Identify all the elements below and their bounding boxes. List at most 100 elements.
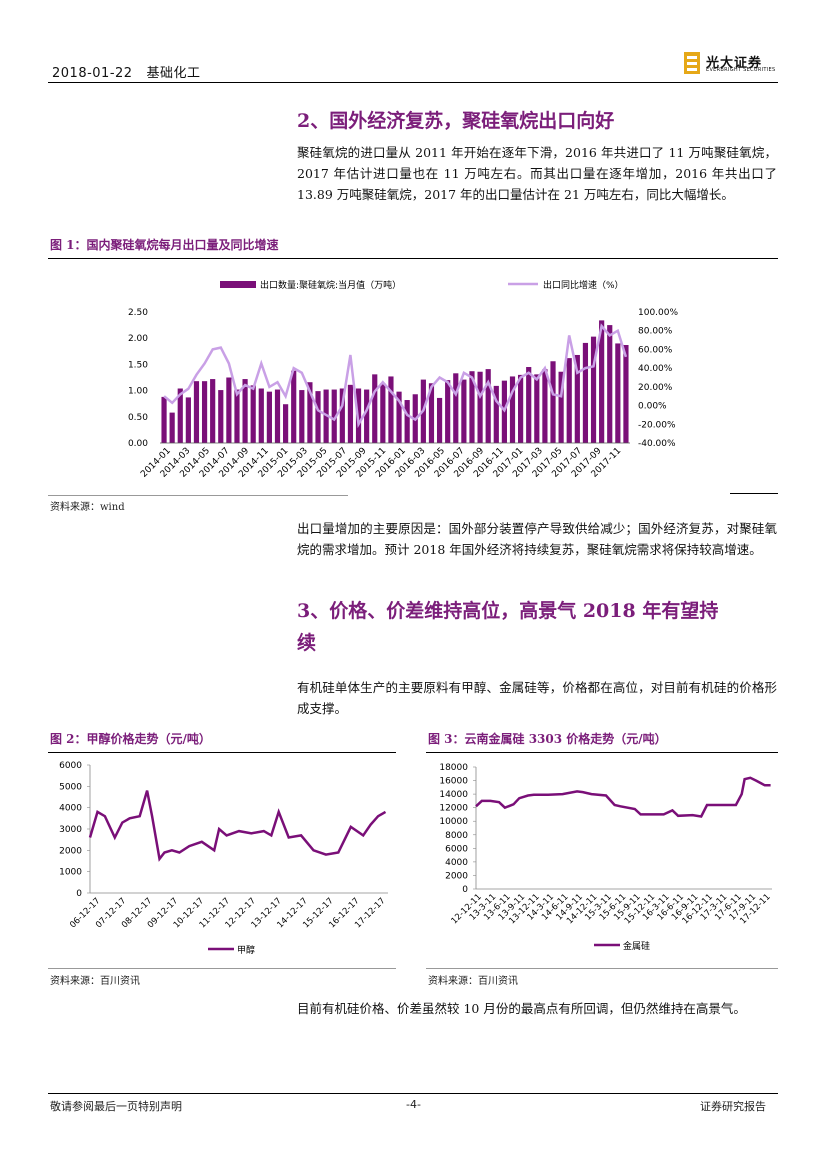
bar-export-volume: [185, 397, 191, 443]
fig1-bottom-rule: [730, 493, 778, 494]
y-axis-tick-label: 4000: [59, 804, 82, 814]
right-axis-tick-label: 80.00%: [638, 327, 673, 337]
bar-export-volume: [234, 389, 240, 443]
right-axis-tick-label: 40.00%: [638, 364, 673, 374]
bar-export-volume: [428, 383, 435, 443]
bar-export-volume: [315, 391, 321, 443]
bar-export-volume: [274, 389, 281, 443]
fig2-top-rule: [48, 752, 396, 753]
bar-export-volume: [250, 385, 256, 443]
footer-divider: [48, 1093, 778, 1094]
price-line: [475, 776, 771, 818]
y-axis-tick-label: 16000: [439, 777, 468, 787]
y-axis-tick-label: 6000: [445, 844, 468, 854]
bar-export-volume: [461, 379, 467, 443]
fig3-bottom-rule: [426, 968, 778, 969]
fig2-source: 资料来源：百川资讯: [50, 976, 140, 987]
logo-text-en: EVERBRIGHT SECURITIES: [706, 67, 776, 73]
bar-export-volume: [445, 380, 451, 443]
fig2-chart: 010002000300040005000600006-12-1707-12-1…: [59, 761, 388, 956]
right-axis-tick-label: 100.00%: [638, 308, 678, 318]
section3-paragraph: 有机硅单体生产的主要原料有甲醇、金属硅等，价格都在高位，对目前有机硅的价格形成支…: [297, 680, 777, 716]
bar-export-volume: [193, 381, 200, 443]
bar-export-volume: [404, 400, 410, 443]
line-export-yoy: [163, 323, 628, 429]
bar-export-volume: [518, 374, 524, 443]
bar-export-volume: [534, 374, 540, 443]
legend-swatch-export-volume: [220, 281, 256, 288]
y-axis-tick-label: 0: [462, 885, 468, 895]
bar-export-volume: [372, 374, 378, 443]
header-date-sector: 2018-01-22 基础化工: [52, 62, 200, 81]
bar-export-volume: [550, 361, 556, 443]
bar-export-volume: [574, 354, 580, 443]
bar-export-volume: [436, 397, 443, 443]
section2-paragraph: 聚硅氧烷的进口量从 2011 年开始在逐年下滑，2016 年共进口了 11 万吨…: [297, 145, 777, 202]
legend-label-export-volume: 出口数量:聚硅氧烷:当月值（万吨）: [260, 279, 401, 291]
right-axis-tick-label: -40.00%: [638, 439, 676, 449]
bar-export-volume: [283, 404, 289, 443]
bar-export-volume: [469, 371, 475, 443]
left-axis-tick-label: 0.50: [128, 413, 148, 423]
bar-export-volume: [291, 370, 297, 443]
bar-export-volume: [615, 343, 621, 443]
fig1-source: 资料来源：wind: [50, 502, 125, 513]
bar-export-volume: [623, 345, 629, 443]
logo-text-cn: 光大证券: [706, 56, 763, 71]
bar-export-volume: [331, 389, 337, 443]
right-axis-tick-label: 60.00%: [638, 345, 673, 355]
right-axis-tick-label: 0.00%: [638, 402, 667, 412]
bar-export-volume: [485, 369, 491, 443]
bar-export-volume: [210, 379, 216, 443]
legend-label-export-yoy: 出口同比增速（%）: [543, 279, 624, 291]
fig1-title: 图 1：国内聚硅氧烷每月出口量及同比增速: [50, 238, 279, 252]
left-axis-tick-label: 0.00: [128, 439, 148, 449]
header-date: 2018-01-22: [52, 66, 133, 81]
section3-title-line2: 续: [297, 632, 317, 654]
bar-export-volume: [396, 391, 402, 443]
bar-export-volume: [201, 381, 208, 443]
header-sector: 基础化工: [146, 66, 201, 81]
y-axis-tick-label: 2000: [445, 871, 468, 881]
bar-export-volume: [380, 383, 386, 443]
closing-paragraph: 目前有机硅价格、价差虽然较 10 月份的最高点有所回调，但仍然维持在高景气。: [297, 1001, 746, 1016]
footer-page-number: -4-: [406, 1098, 421, 1111]
bar-export-volume: [169, 412, 175, 443]
right-axis-tick-label: -20.00%: [638, 420, 676, 430]
fig3-top-rule: [426, 752, 778, 753]
header-divider: [48, 82, 778, 83]
bar-export-volume: [307, 382, 313, 443]
bar-export-volume: [509, 376, 516, 443]
bar-export-volume: [347, 384, 354, 443]
y-axis-tick-label: 2000: [59, 846, 82, 856]
y-axis-tick-label: 12000: [439, 804, 468, 814]
fig3-title: 图 3：云南金属硅 3303 价格走势（元/吨）: [428, 732, 667, 746]
left-axis-tick-label: 1.50: [128, 360, 148, 370]
bar-export-volume: [242, 379, 248, 443]
company-logo: 光大证券 EVERBRIGHT SECURITIES: [684, 52, 780, 76]
section3-title-line1: 3、价格、价差维持高位，高景气 2018 年有望持: [297, 600, 719, 622]
fig1-top-rule: [48, 258, 778, 259]
bar-export-volume: [388, 376, 394, 443]
y-axis-tick-label: 0: [76, 889, 82, 899]
left-axis-tick-label: 2.50: [128, 308, 148, 318]
bar-export-volume: [258, 388, 264, 443]
bar-export-volume: [339, 388, 345, 443]
bar-export-volume: [582, 342, 589, 443]
y-axis-tick-label: 1000: [59, 868, 82, 878]
bar-export-volume: [226, 377, 232, 443]
y-axis-tick-label: 10000: [439, 817, 468, 827]
fig3-chart: 0 2000 4000 6000 8000 10000 12000 14000 16000 180…: [439, 763, 772, 952]
bar-export-volume: [477, 371, 483, 443]
y-axis-tick-label: 6000: [59, 761, 82, 771]
y-axis-tick-label: 4000: [445, 858, 468, 868]
y-axis-tick-label: 3000: [59, 825, 82, 835]
bar-export-volume: [493, 385, 499, 443]
y-axis-tick-label: 5000: [59, 782, 82, 792]
bar-export-volume: [599, 320, 605, 443]
bar-export-volume: [453, 373, 459, 443]
bar-export-volume: [566, 358, 572, 443]
y-axis-tick-label: 8000: [445, 831, 468, 841]
left-axis-tick-label: 2.00: [128, 334, 148, 344]
paragraph-after-fig1: 出口量增加的主要原因是：国外部分装置停产导致供给减少；国外经济复苏，对聚硅氧烷的…: [297, 521, 777, 557]
